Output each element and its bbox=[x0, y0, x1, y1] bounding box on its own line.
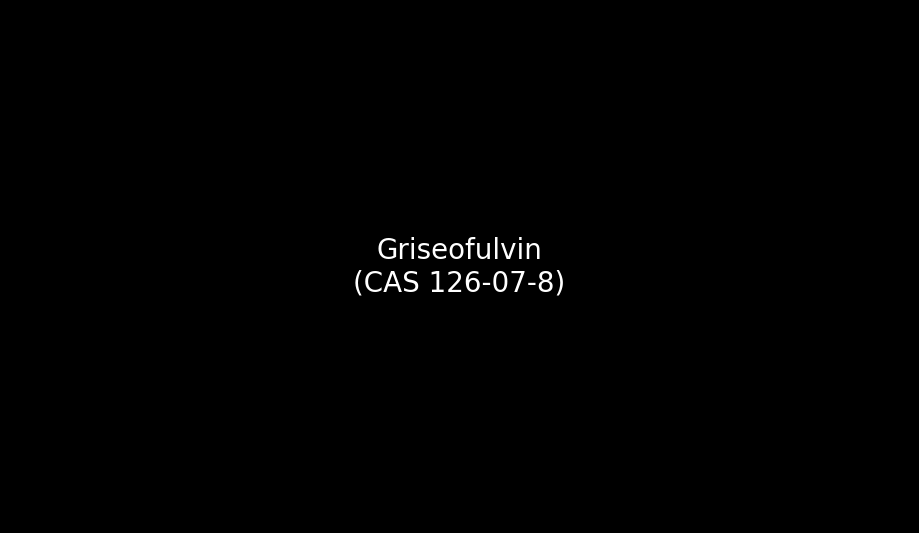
Text: Griseofulvin
(CAS 126-07-8): Griseofulvin (CAS 126-07-8) bbox=[353, 237, 565, 297]
